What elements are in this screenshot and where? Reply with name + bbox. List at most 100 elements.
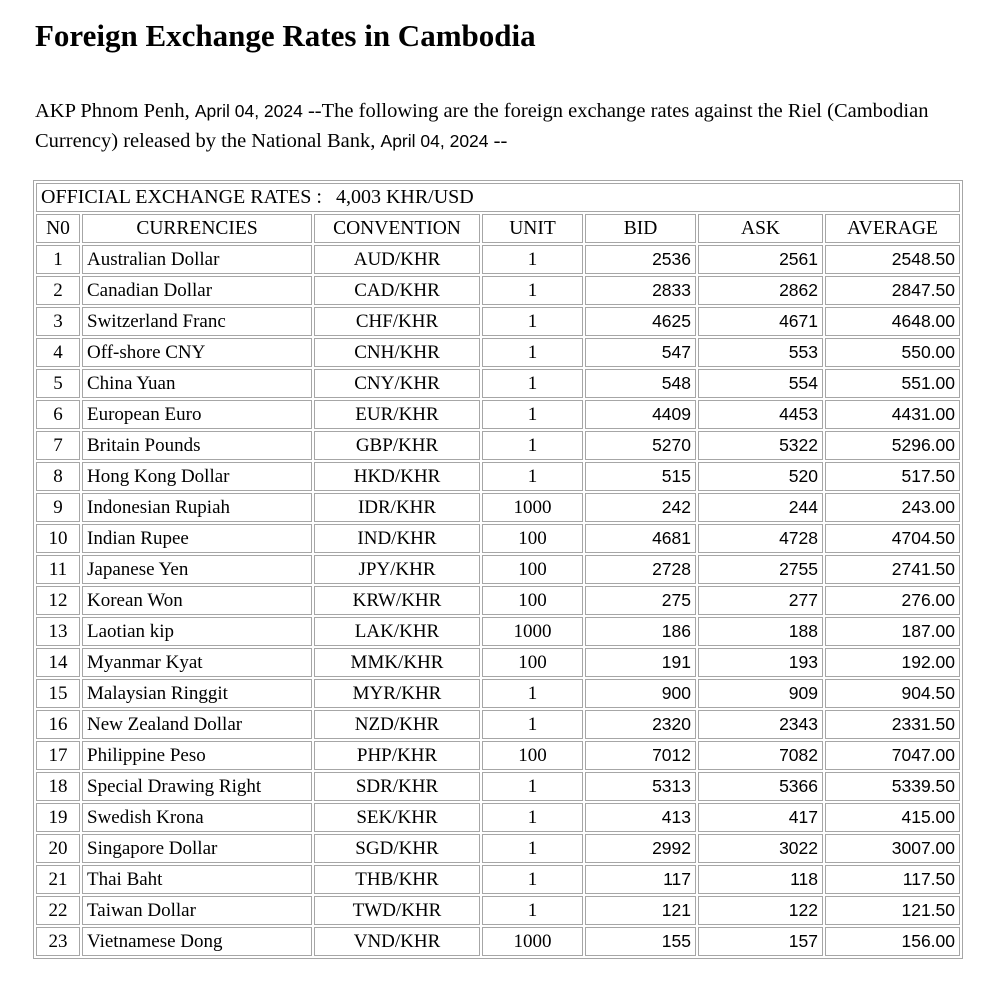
cell-convention: SGD/KHR xyxy=(314,834,480,863)
cell-bid: 5270 xyxy=(585,431,696,460)
cell-unit: 100 xyxy=(482,586,583,615)
cell-average: 4704.50 xyxy=(825,524,961,553)
cell-bid: 5313 xyxy=(585,772,696,801)
cell-ask: 157 xyxy=(698,927,823,956)
cell-no: 20 xyxy=(36,834,80,863)
cell-average: 550.00 xyxy=(825,338,961,367)
table-row: 14 Myanmar Kyat MMK/KHR 100 191 193 192.00 xyxy=(36,648,961,677)
cell-ask: 2343 xyxy=(698,710,823,739)
cell-unit: 1 xyxy=(482,865,583,894)
table-row: 1 Australian Dollar AUD/KHR 1 2536 2561 2548.5… xyxy=(36,245,961,274)
cell-average: 121.50 xyxy=(825,896,961,925)
cell-average: 2331.50 xyxy=(825,710,961,739)
cell-bid: 2728 xyxy=(585,555,696,584)
cell-average: 117.50 xyxy=(825,865,961,894)
cell-unit: 1 xyxy=(482,710,583,739)
cell-no: 21 xyxy=(36,865,80,894)
cell-average: 4431.00 xyxy=(825,400,961,429)
cell-no: 3 xyxy=(36,307,80,336)
cell-average: 2741.50 xyxy=(825,555,961,584)
page-title: Foreign Exchange Rates in Cambodia xyxy=(35,18,536,53)
cell-no: 4 xyxy=(36,338,80,367)
cell-currency: Swedish Krona xyxy=(82,803,312,832)
cell-ask: 2862 xyxy=(698,276,823,305)
column-header-no: N0 xyxy=(36,214,80,243)
exchange-rates-table: OFFICIAL EXCHANGE RATES : 4,003 KHR/USD N… xyxy=(33,180,964,959)
cell-currency: Taiwan Dollar xyxy=(82,896,312,925)
table-row: 13 Laotian kip LAK/KHR 1000 186 188 187.00 xyxy=(36,617,961,646)
cell-bid: 186 xyxy=(585,617,696,646)
cell-no: 6 xyxy=(36,400,80,429)
cell-convention: IDR/KHR xyxy=(314,493,480,522)
cell-convention: THB/KHR xyxy=(314,865,480,894)
cell-convention: MYR/KHR xyxy=(314,679,480,708)
official-rates-caption-row: OFFICIAL EXCHANGE RATES : 4,003 KHR/USD xyxy=(36,183,961,212)
cell-ask: 2561 xyxy=(698,245,823,274)
table-row: 20 Singapore Dollar SGD/KHR 1 2992 3022 3007.0… xyxy=(36,834,961,863)
cell-convention: KRW/KHR xyxy=(314,586,480,615)
table-row: 6 European Euro EUR/KHR 1 4409 4453 4431.00 xyxy=(36,400,961,429)
cell-unit: 100 xyxy=(482,555,583,584)
cell-bid: 2992 xyxy=(585,834,696,863)
cell-unit: 1 xyxy=(482,245,583,274)
table-row: 19 Swedish Krona SEK/KHR 1 413 417 415.00 xyxy=(36,803,961,832)
cell-unit: 1000 xyxy=(482,927,583,956)
cell-currency: Special Drawing Right xyxy=(82,772,312,801)
table-row: 3 Switzerland Franc CHF/KHR 1 4625 4671 4648.0… xyxy=(36,307,961,336)
cell-convention: TWD/KHR xyxy=(314,896,480,925)
table-row: 8 Hong Kong Dollar HKD/KHR 1 515 520 517.50 xyxy=(36,462,961,491)
cell-no: 7 xyxy=(36,431,80,460)
cell-convention: SDR/KHR xyxy=(314,772,480,801)
cell-currency: Off-shore CNY xyxy=(82,338,312,367)
cell-convention: GBP/KHR xyxy=(314,431,480,460)
cell-bid: 548 xyxy=(585,369,696,398)
cell-average: 517.50 xyxy=(825,462,961,491)
cell-currency: Britain Pounds xyxy=(82,431,312,460)
cell-bid: 4681 xyxy=(585,524,696,553)
cell-ask: 553 xyxy=(698,338,823,367)
cell-unit: 1 xyxy=(482,896,583,925)
cell-bid: 155 xyxy=(585,927,696,956)
cell-currency: European Euro xyxy=(82,400,312,429)
intro-paragraph: AKP Phnom Penh, April 04, 2024 --The fol… xyxy=(35,96,947,156)
cell-average: 4648.00 xyxy=(825,307,961,336)
table-row: 12 Korean Won KRW/KHR 100 275 277 276.00 xyxy=(36,586,961,615)
intro-date-2: April 04, 2024 xyxy=(380,131,489,151)
cell-currency: China Yuan xyxy=(82,369,312,398)
column-header-ask: ASK xyxy=(698,214,823,243)
intro-date-1: April 04, 2024 xyxy=(194,101,303,121)
cell-average: 5339.50 xyxy=(825,772,961,801)
cell-convention: HKD/KHR xyxy=(314,462,480,491)
cell-average: 276.00 xyxy=(825,586,961,615)
cell-no: 9 xyxy=(36,493,80,522)
cell-unit: 1 xyxy=(482,338,583,367)
cell-bid: 121 xyxy=(585,896,696,925)
cell-average: 415.00 xyxy=(825,803,961,832)
intro-text-1: AKP Phnom Penh, xyxy=(35,100,195,122)
cell-ask: 244 xyxy=(698,493,823,522)
cell-unit: 1 xyxy=(482,834,583,863)
cell-currency: Korean Won xyxy=(82,586,312,615)
intro-text-2: --The following are the foreign exchange… xyxy=(35,100,929,152)
cell-currency: Japanese Yen xyxy=(82,555,312,584)
table-row: 17 Philippine Peso PHP/KHR 100 7012 7082 7047.… xyxy=(36,741,961,770)
cell-unit: 1 xyxy=(482,772,583,801)
cell-unit: 1 xyxy=(482,462,583,491)
table-row: 11 Japanese Yen JPY/KHR 100 2728 2755 2741.50 xyxy=(36,555,961,584)
cell-bid: 4409 xyxy=(585,400,696,429)
cell-ask: 118 xyxy=(698,865,823,894)
cell-currency: Australian Dollar xyxy=(82,245,312,274)
cell-ask: 909 xyxy=(698,679,823,708)
cell-currency: Malaysian Ringgit xyxy=(82,679,312,708)
cell-unit: 1 xyxy=(482,276,583,305)
cell-no: 15 xyxy=(36,679,80,708)
cell-unit: 100 xyxy=(482,648,583,677)
cell-ask: 5366 xyxy=(698,772,823,801)
cell-ask: 193 xyxy=(698,648,823,677)
cell-ask: 5322 xyxy=(698,431,823,460)
cell-currency: Indonesian Rupiah xyxy=(82,493,312,522)
cell-convention: IND/KHR xyxy=(314,524,480,553)
table-row: 23 Vietnamese Dong VND/KHR 1000 155 157 156.00 xyxy=(36,927,961,956)
cell-average: 551.00 xyxy=(825,369,961,398)
caption-label: OFFICIAL EXCHANGE RATES : xyxy=(41,186,322,208)
